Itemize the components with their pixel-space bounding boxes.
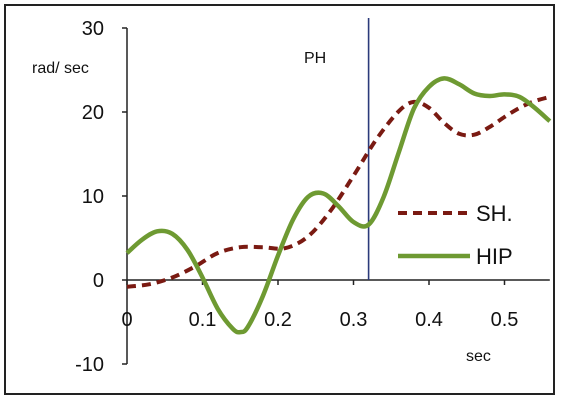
x-tick-label: 0 [121, 309, 132, 331]
series-line-hip [125, 76, 552, 335]
y-tick-label: 10 [82, 186, 104, 208]
x-tick-label: 0.5 [491, 309, 519, 331]
y-tick-label: -10 [75, 354, 104, 376]
labels: rad/ sec sec PH [32, 50, 491, 365]
legend-label-hip: HIP [476, 244, 513, 269]
y-axis-label: rad/ sec [32, 60, 89, 77]
annotation-label: PH [304, 50, 326, 67]
x-tick-label: 0.3 [340, 309, 368, 331]
legend: SH. HIP [398, 201, 513, 269]
chart-frame [4, 4, 555, 395]
series-line-sh [126, 94, 551, 289]
x-tick-label: 0.2 [264, 309, 292, 331]
y-tick-label: 0 [93, 270, 104, 292]
y-tick-label: 30 [82, 18, 104, 40]
legend-label-sh: SH. [476, 201, 513, 226]
series-layer [125, 76, 552, 335]
x-tick-label: 0.1 [189, 309, 217, 331]
axes: -10 0 10 20 30 0 0.1 0.2 0.3 0.4 0.5 [75, 18, 550, 376]
y-tick-label: 20 [82, 102, 104, 124]
x-axis-label: sec [466, 348, 491, 365]
x-tick-label: 0.4 [415, 309, 443, 331]
